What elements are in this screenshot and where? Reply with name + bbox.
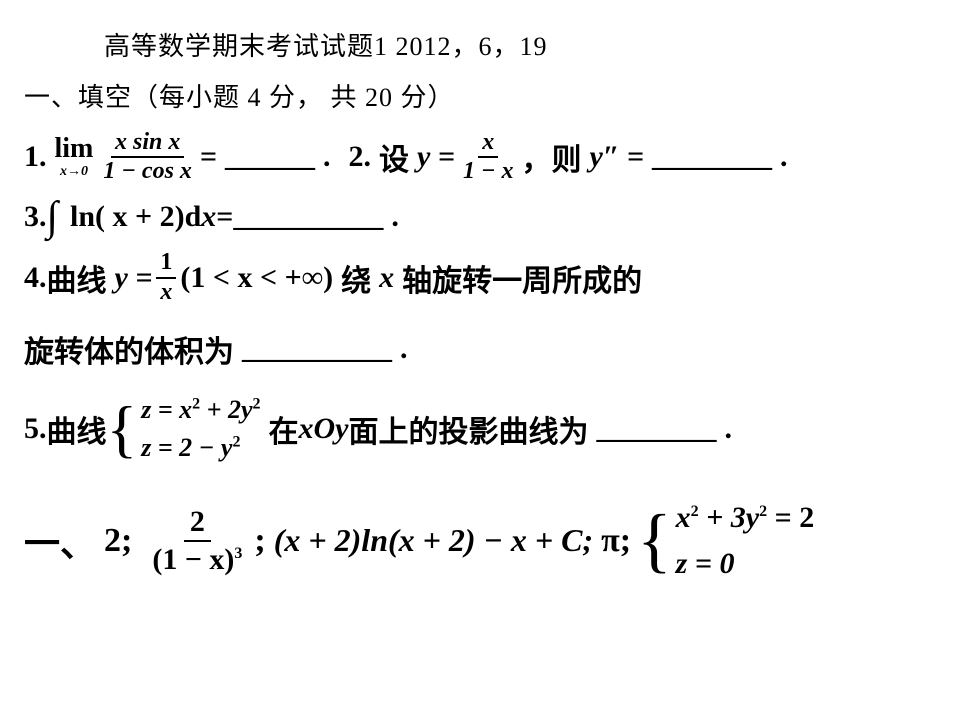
q2-label: 2. [349,140,372,174]
section-heading: 一、填空（每小题 4 分， 共 20 分） [24,77,936,114]
q5-sys-row2: z = 2 − y2 [141,433,260,463]
q1-num: x sin x [111,130,184,158]
q2-she: 设 [379,135,409,179]
q4-row1: 4. 曲线 y = 1 x (1 < x < +∞) 绕 x 轴旋转一周所成的 [24,250,936,304]
q2-yeq: y = [417,140,455,174]
q5-r2a: z = 2 − y [141,433,232,462]
q3-ln: ln( x + 2)d [70,200,201,233]
exam-page: 高等数学期末考试试题1 2012，6，19 一、填空（每小题 4 分， 共 20… [0,0,960,720]
ans5-system: { x2 + 3y2 = 2 z = 0 [637,495,814,587]
q4-yeq: y = [115,261,153,295]
ans5-r1a: x [676,501,691,534]
q4-row2: 旋转体的体积为 __________ . [24,327,936,371]
integral-icon: ∫ [47,205,59,230]
q2-comma: ， [522,135,552,179]
q1-blank: ______ [225,140,315,174]
q3-blank: __________ [233,200,383,234]
q1-dot: . [323,140,331,174]
brace-icon: { [637,512,672,570]
q2-den: 1 − x [459,158,518,184]
q1-lim-sub: x→0 [60,165,88,179]
ans2-semi: ; [254,522,265,560]
q5-curve: 曲线 [47,407,107,451]
q5-r1b: + 2y [200,395,252,424]
q1-lim-text: lim [55,135,94,163]
answers-row: 一、 2; 2 (1 − x)3 ; (x + 2)ln(x + 2) − x … [24,495,936,587]
q3-body: ln( x + 2)dx [70,200,216,234]
q4-dot: . [400,332,408,366]
ans5-row1: x2 + 3y2 = 2 [676,501,815,535]
q1-q2-row: 1. lim x→0 x sin x 1 − cos x = ______ . … [24,130,936,184]
q1-den: 1 − cos x [99,158,196,184]
q1-lim: lim x→0 [55,135,94,179]
q5-dot: . [725,412,733,446]
q1-label: 1. [24,140,47,174]
q4-blank: __________ [242,332,392,366]
q5-plane: 面上的投影曲线为 [349,407,589,451]
q4-around: 绕 [341,256,371,300]
page-title: 高等数学期末考试试题1 2012，6，19 [104,26,936,63]
q4-den: x [156,279,176,305]
q4-axis: 轴旋转一周所成的 [402,256,642,300]
ans2-fraction: 2 (1 − x)3 [146,506,248,575]
q2-fraction: x 1 − x [459,130,518,184]
q3-row: 3. ∫ ln( x + 2)dx = __________ . [24,200,936,234]
q4-num: 1 [156,250,176,278]
q5-system: { z = x2 + 2y2 z = 2 − y2 [107,391,261,467]
q2-ypp: y″ = [590,140,644,174]
q5-sys-rows: z = x2 + 2y2 z = 2 − y2 [141,391,260,467]
q3-dot: . [391,200,399,234]
q1-fraction: x sin x 1 − cos x [99,130,196,184]
brace-icon: { [107,403,138,454]
q5-row: 5. 曲线 { z = x2 + 2y2 z = 2 − y2 在 xOy 面上… [24,391,936,467]
q1-eq: = [200,140,217,174]
q5-blank: ________ [597,412,717,446]
q5-sys-row1: z = x2 + 2y2 [141,395,260,425]
q2-ze: 则 [552,135,582,179]
q3-x: x [201,200,216,233]
q3-eq: = [216,200,233,234]
q2-num: x [478,130,498,158]
ans2-num: 2 [184,506,211,542]
q2-dot: . [780,140,788,174]
q4-x: x [379,261,394,295]
ans1: 2; [104,522,132,560]
q3-label: 3. [24,200,47,234]
ans4: π; [601,522,631,560]
ans2-den: (1 − x)3 [146,542,248,576]
ans5-rows: x2 + 3y2 = 2 z = 0 [676,495,815,587]
q4-label: 4. [24,261,47,295]
q4-fraction: 1 x [156,250,176,304]
q4-range: (1 < x < +∞) [180,261,333,295]
answers-label: 一、 [24,515,96,567]
q4-line2: 旋转体的体积为 [24,327,234,371]
ans5-row2: z = 0 [676,547,815,581]
q5-in: 在 [269,407,299,451]
q2-blank: ________ [652,140,772,174]
ans5-r2: z = 0 [676,547,735,580]
ans5-r1b: + 3y [699,501,759,534]
q5-r1a: z = x [141,395,192,424]
q5-label: 5. [24,412,47,446]
ans3: (x + 2)ln(x + 2) − x + C; [274,522,593,559]
q4-curve: 曲线 [47,256,107,300]
ans5-r1c: = 2 [767,501,814,534]
ans2-den-a: (1 − x) [152,543,234,576]
q5-xoy: xOy [299,412,349,446]
